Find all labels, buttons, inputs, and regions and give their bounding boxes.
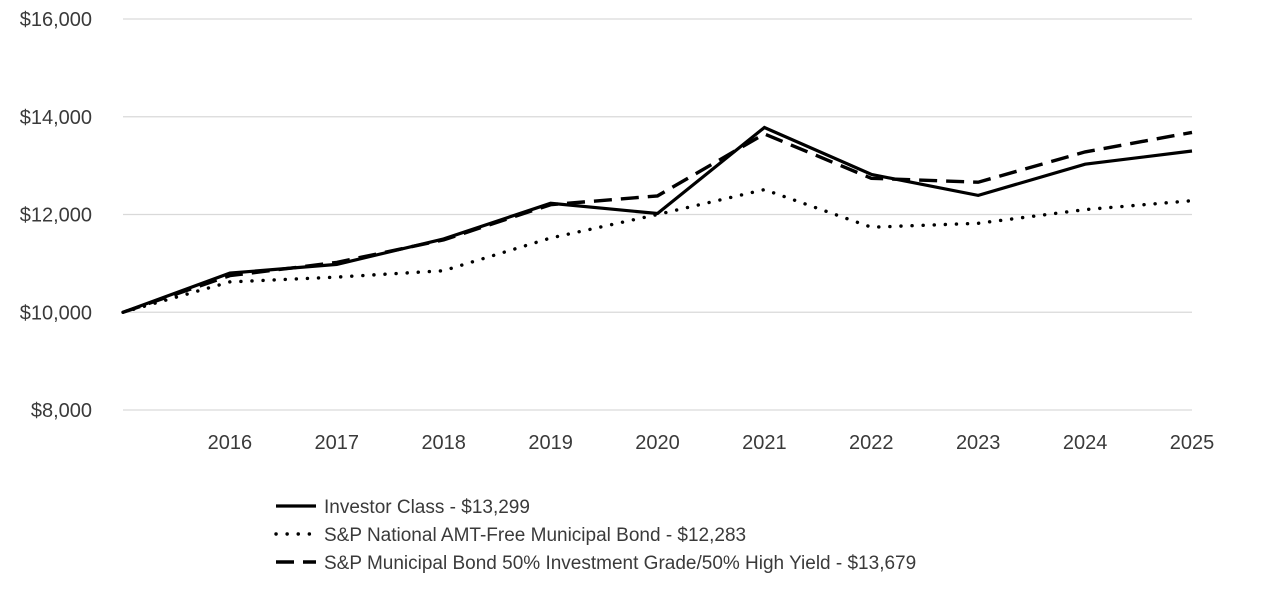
x-axis-ticks: 2016 2017 2018 2019 2020 2021 2022 2023 2024 2025 (208, 432, 1215, 454)
x-tick-label: 2024 (1063, 432, 1108, 454)
y-tick-label: $14,000 (20, 107, 92, 129)
x-tick-label: 2021 (742, 432, 787, 454)
x-tick-label: 2025 (1170, 432, 1215, 454)
x-tick-label: 2016 (208, 432, 253, 454)
y-tick-label: $12,000 (20, 205, 92, 227)
legend: Investor Class - $13,299 S&P National AMT… (274, 497, 916, 574)
y-tick-label: $10,000 (20, 302, 92, 324)
y-tick-label: $8,000 (31, 400, 92, 422)
x-tick-label: 2022 (849, 432, 894, 454)
x-tick-label: 2018 (421, 432, 466, 454)
legend-label: S&P Municipal Bond 50% Investment Grade/… (324, 553, 916, 574)
series-lines (121, 125, 1194, 314)
legend-label: Investor Class - $13,299 (324, 497, 530, 518)
series-line-solid (122, 125, 1193, 314)
y-tick-label: $16,000 (20, 9, 92, 31)
x-tick-label: 2019 (528, 432, 573, 454)
series-line-dashed (122, 130, 1193, 314)
x-tick-label: 2017 (315, 432, 360, 454)
legend-label: S&P National AMT-Free Municipal Bond - $… (324, 525, 746, 546)
x-tick-label: 2020 (635, 432, 680, 454)
y-axis-ticks: $8,000 $10,000 $12,000 $14,000 $16,000 (20, 9, 92, 422)
series-line-dotted (121, 187, 1194, 314)
x-tick-label: 2023 (956, 432, 1001, 454)
